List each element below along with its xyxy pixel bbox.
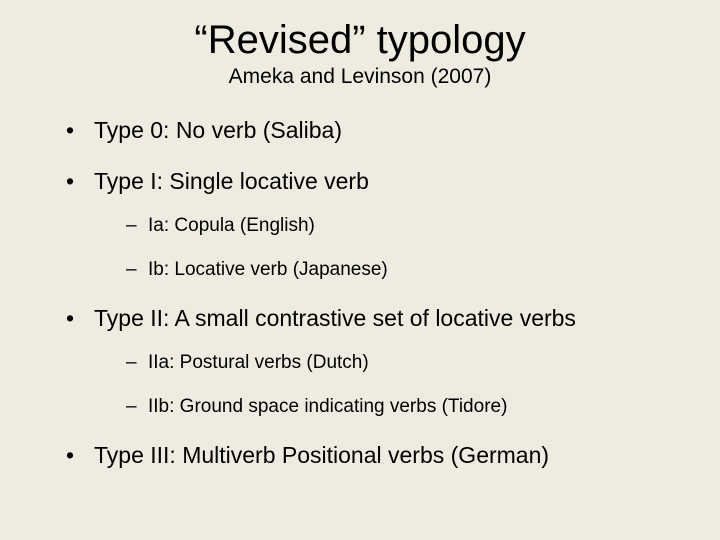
- bullet-text: IIb: Ground space indicating verbs (Tido…: [148, 396, 507, 417]
- list-item: IIb: Ground space indicating verbs (Tido…: [126, 396, 680, 418]
- list-item: Type 0: No verb (Saliba): [66, 117, 680, 144]
- bullet-list-level1: Type 0: No verb (Saliba) Type I: Single …: [40, 117, 680, 469]
- bullet-text: Type III: Multiverb Positional verbs (Ge…: [94, 442, 549, 468]
- list-item: Type I: Single locative verb Ia: Copula …: [66, 168, 680, 281]
- slide-title: “Revised” typology: [40, 18, 680, 63]
- bullet-text: Ia: Copula (English): [148, 215, 315, 236]
- bullet-list-level2: Ia: Copula (English) Ib: Locative verb (…: [94, 215, 680, 281]
- bullet-text: Type I: Single locative verb: [94, 168, 369, 194]
- list-item: Ib: Locative verb (Japanese): [126, 259, 680, 281]
- bullet-text: Type II: A small contrastive set of loca…: [94, 305, 576, 331]
- bullet-list-level2: IIa: Postural verbs (Dutch) IIb: Ground …: [94, 352, 680, 418]
- list-item: Type II: A small contrastive set of loca…: [66, 305, 680, 418]
- bullet-text: IIa: Postural verbs (Dutch): [148, 352, 369, 373]
- bullet-text: Type 0: No verb (Saliba): [94, 117, 342, 143]
- list-item: Type III: Multiverb Positional verbs (Ge…: [66, 442, 680, 469]
- bullet-text: Ib: Locative verb (Japanese): [148, 259, 388, 280]
- list-item: IIa: Postural verbs (Dutch): [126, 352, 680, 374]
- slide-subtitle: Ameka and Levinson (2007): [40, 65, 680, 89]
- list-item: Ia: Copula (English): [126, 215, 680, 237]
